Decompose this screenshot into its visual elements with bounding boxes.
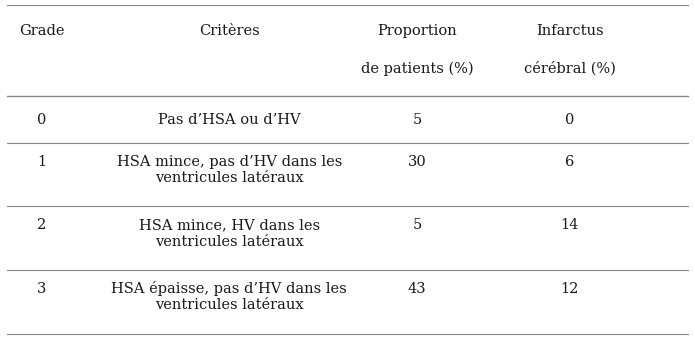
Text: Proportion: Proportion [377, 24, 457, 38]
Text: HSA mince, HV dans les: HSA mince, HV dans les [139, 218, 320, 232]
Text: 12: 12 [561, 282, 579, 296]
Text: 0: 0 [565, 112, 575, 127]
Text: Infarctus: Infarctus [536, 24, 604, 38]
Text: 5: 5 [412, 112, 422, 127]
Text: ventricules latéraux: ventricules latéraux [155, 298, 304, 312]
Text: ventricules latéraux: ventricules latéraux [155, 171, 304, 185]
Text: 1: 1 [37, 155, 47, 169]
Text: 5: 5 [412, 218, 422, 232]
Text: 14: 14 [561, 218, 579, 232]
Text: 30: 30 [408, 155, 426, 169]
Text: Grade: Grade [19, 24, 65, 38]
Text: 3: 3 [37, 282, 47, 296]
Text: Critères: Critères [199, 24, 260, 38]
Text: HSA épaisse, pas d’HV dans les: HSA épaisse, pas d’HV dans les [111, 281, 348, 297]
Text: Pas d’HSA ou d’HV: Pas d’HSA ou d’HV [158, 112, 301, 127]
Text: 6: 6 [565, 155, 575, 169]
Text: cérébral (%): cérébral (%) [524, 62, 616, 76]
Text: HSA mince, pas d’HV dans les: HSA mince, pas d’HV dans les [117, 155, 342, 169]
Text: 43: 43 [408, 282, 426, 296]
Text: de patients (%): de patients (%) [361, 62, 473, 76]
Text: 0: 0 [37, 112, 47, 127]
Text: ventricules latéraux: ventricules latéraux [155, 235, 304, 249]
Text: 2: 2 [37, 218, 47, 232]
